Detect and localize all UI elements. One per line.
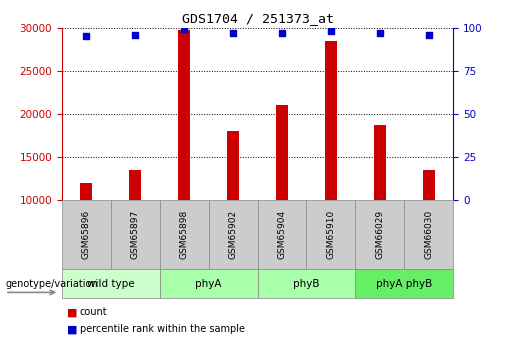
Point [278, 30, 286, 36]
Bar [80, 183, 92, 200]
Text: GSM65896: GSM65896 [82, 210, 91, 259]
Point [180, 27, 188, 32]
Bar [227, 131, 239, 200]
Text: percentile rank within the sample: percentile rank within the sample [80, 325, 245, 334]
Text: genotype/variation: genotype/variation [5, 279, 98, 289]
Text: ■: ■ [67, 307, 77, 317]
Text: GSM66030: GSM66030 [424, 210, 433, 259]
Point [327, 28, 335, 34]
Point [375, 30, 384, 36]
Text: GSM66029: GSM66029 [375, 210, 384, 259]
Text: GSM65910: GSM65910 [327, 210, 335, 259]
Text: wild type: wild type [87, 279, 134, 289]
Text: GSM65897: GSM65897 [131, 210, 140, 259]
Bar [178, 30, 190, 200]
Text: ■: ■ [67, 325, 77, 334]
Bar [325, 41, 337, 200]
Text: count: count [80, 307, 108, 317]
Text: GSM65904: GSM65904 [278, 210, 286, 259]
Bar [276, 105, 288, 200]
Text: phyA phyB: phyA phyB [376, 279, 433, 289]
Bar [374, 125, 386, 200]
Bar [129, 170, 141, 200]
Point [424, 32, 433, 37]
Text: GSM65902: GSM65902 [229, 210, 237, 259]
Text: phyA: phyA [195, 279, 222, 289]
Text: GSM65898: GSM65898 [180, 210, 188, 259]
Point [229, 30, 237, 36]
Point [131, 32, 139, 37]
Point [82, 33, 91, 39]
Title: GDS1704 / 251373_at: GDS1704 / 251373_at [181, 12, 334, 25]
Bar [423, 170, 435, 200]
Text: phyB: phyB [293, 279, 320, 289]
